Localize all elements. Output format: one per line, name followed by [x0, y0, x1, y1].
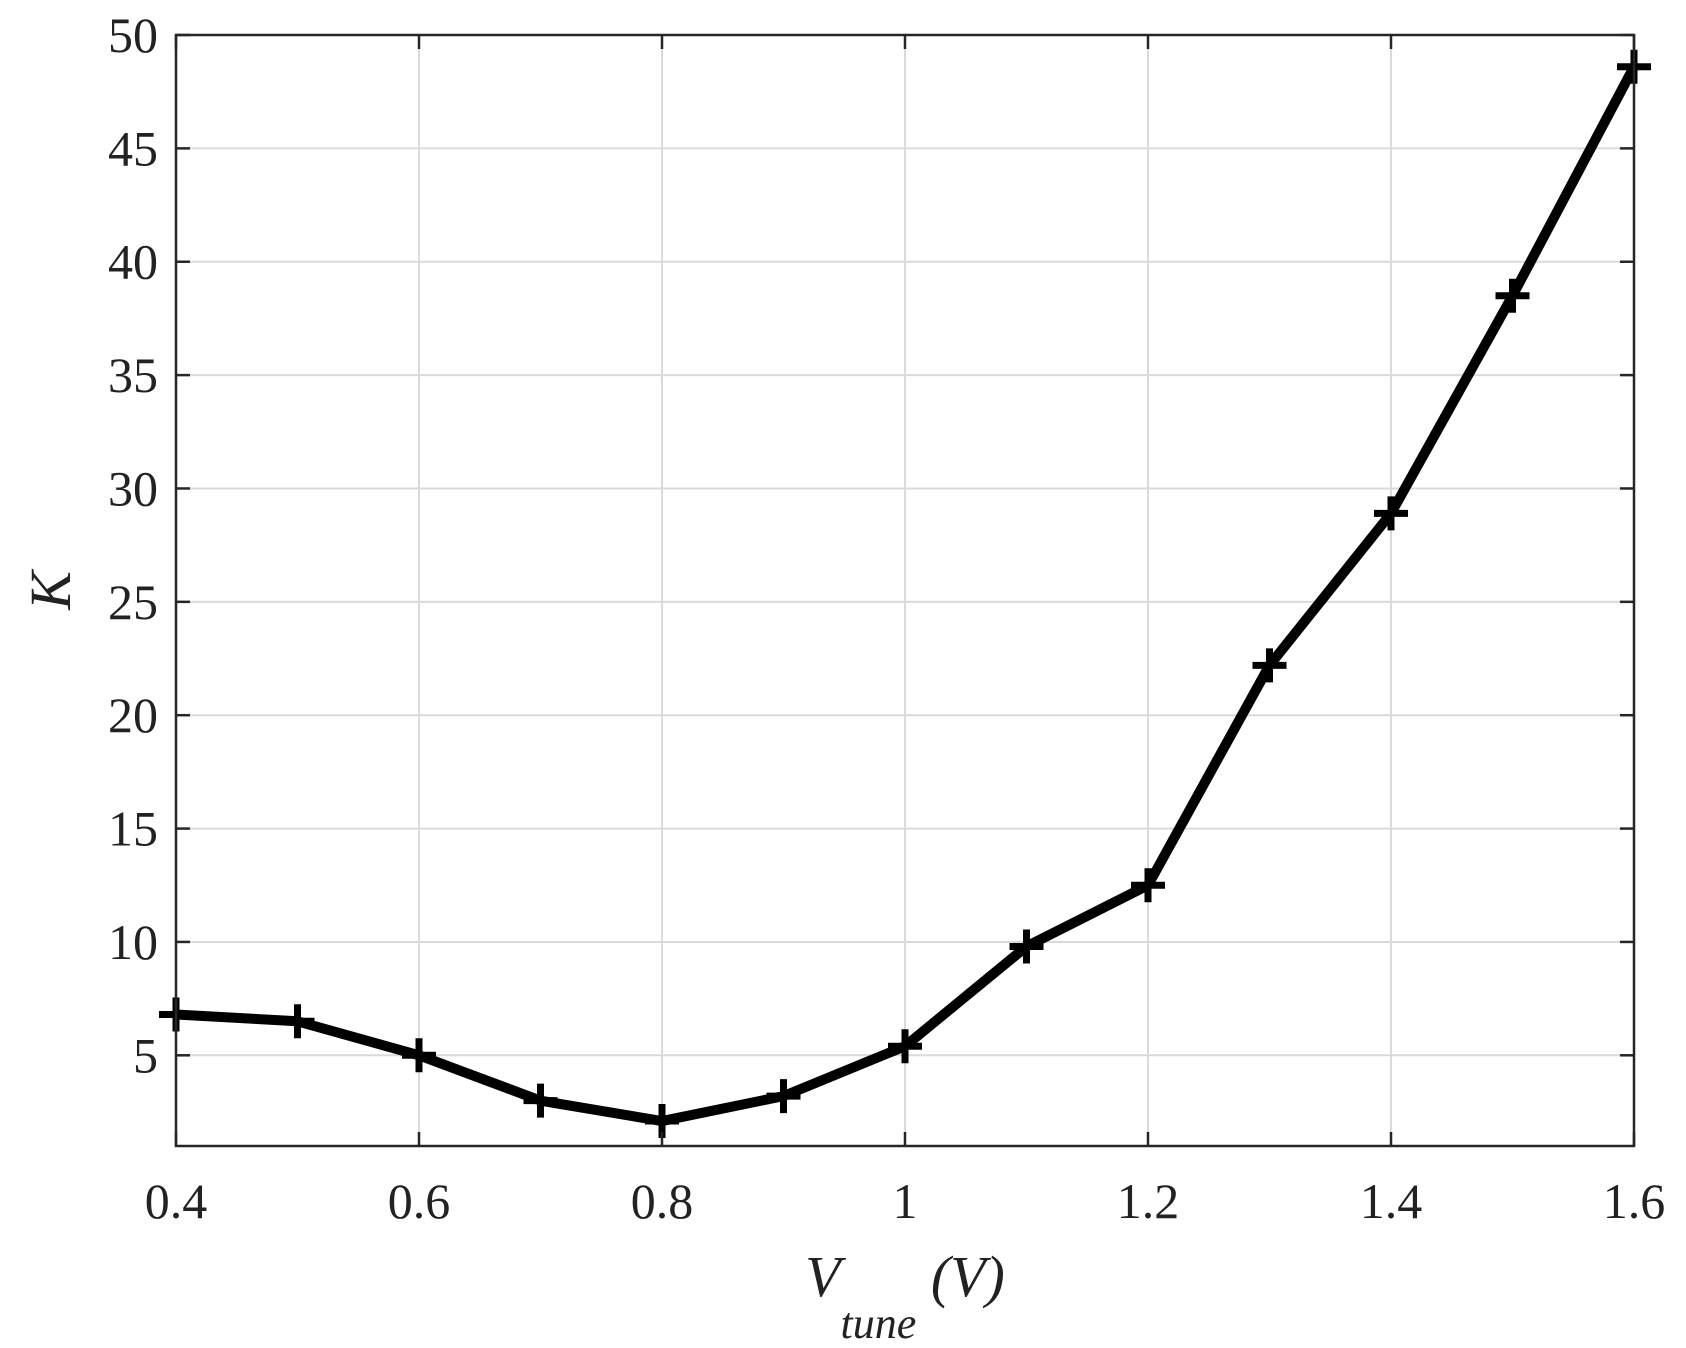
y-tick-label: 50 — [108, 7, 158, 63]
y-tick-label: 40 — [108, 234, 158, 290]
y-tick-label: 45 — [108, 120, 158, 176]
data-point-marker — [1009, 929, 1044, 964]
data-point-marker — [1495, 278, 1530, 313]
x-tick-label: 1.6 — [1603, 1173, 1666, 1229]
y-tick-label: 15 — [108, 801, 158, 857]
x-axis-label-subscript: tune — [841, 1299, 917, 1348]
axis-ticks — [174, 33, 1636, 1146]
data-point-marker — [1252, 648, 1287, 683]
data-point-marker — [1374, 496, 1408, 531]
x-tick-label: 0.6 — [388, 1173, 451, 1229]
y-tick-label: 30 — [108, 460, 158, 516]
y-tick-labels: 5 10 15 20 25 30 35 40 45 50 — [108, 7, 158, 1083]
y-axis-label: K — [18, 568, 83, 611]
y-tick-label: 20 — [108, 687, 158, 743]
data-point-marker — [523, 1083, 558, 1118]
y-tick-label: 10 — [108, 914, 158, 970]
data-point-marker — [766, 1079, 801, 1114]
x-tick-labels: 0.4 0.6 0.8 1 1.2 1.4 1.6 — [145, 1173, 1666, 1229]
data-point-marker — [402, 1038, 436, 1073]
data-series — [159, 49, 1651, 1139]
y-tick-label: 5 — [133, 1027, 158, 1083]
y-tick-label: 35 — [108, 347, 158, 403]
x-tick-label: 1.2 — [1117, 1173, 1180, 1229]
x-axis-label-suffix: (V) — [916, 1244, 1005, 1309]
x-tick-label: 1 — [893, 1173, 918, 1229]
x-axis-label-main: V — [805, 1244, 847, 1309]
x-axis-label: Vtune (V) — [805, 1244, 1005, 1348]
x-tick-label: 0.4 — [145, 1173, 208, 1229]
x-tick-label: 0.8 — [631, 1173, 694, 1229]
data-point-marker — [280, 1004, 315, 1039]
data-point-marker — [888, 1029, 922, 1064]
data-point-marker — [1131, 868, 1165, 903]
y-tick-label: 25 — [108, 574, 158, 630]
grid-lines — [175, 34, 1635, 1146]
x-tick-label: 1.4 — [1360, 1173, 1423, 1229]
